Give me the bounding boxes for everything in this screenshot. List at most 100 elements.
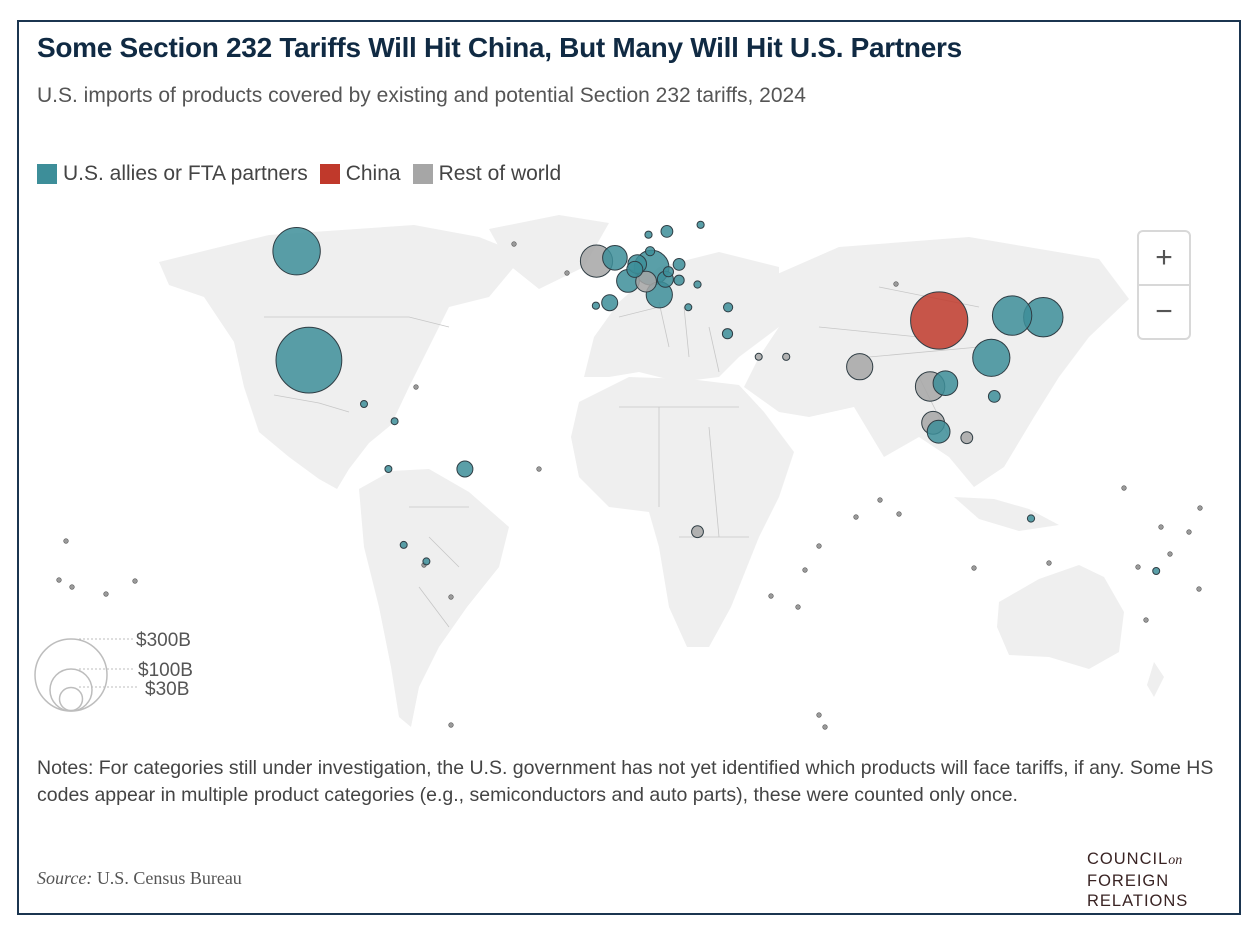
territory-dot — [893, 281, 899, 287]
territory-dot — [1167, 551, 1173, 557]
bubble-china[interactable]: China — [910, 291, 969, 350]
bubble-indonesia[interactable]: Indonesia — [960, 431, 974, 445]
bubble-spain[interactable]: Spain — [601, 294, 619, 312]
bubble-india[interactable]: India — [846, 353, 874, 381]
bubble-argentina[interactable]: Argentina — [422, 557, 431, 566]
land-africa — [571, 377, 794, 647]
bubble-portugal[interactable]: Portugal — [591, 301, 601, 310]
land-greenland — [489, 215, 609, 289]
bubble-brazil[interactable]: Brazil — [456, 460, 474, 478]
size-legend-circle-300 — [34, 638, 108, 712]
border-africa-lines — [619, 406, 749, 538]
zoom-out-button[interactable]: − — [1155, 295, 1173, 328]
bubble-australia[interactable]: Australia — [1026, 514, 1036, 523]
bubble-sweden[interactable]: Sweden — [660, 225, 674, 238]
logo-line-relations: RELATIONS — [1087, 892, 1189, 910]
territory-dot — [103, 591, 109, 597]
bubble-switzerland[interactable]: Switzerland — [635, 270, 657, 293]
bubble-czechia[interactable]: Czechia — [662, 266, 675, 278]
legend-swatch-allies — [37, 164, 57, 184]
border-south-america-lines — [409, 506, 469, 628]
size-legend-circle-30 — [58, 686, 84, 712]
chart-frame: Some Section 232 Tariffs Will Hit China,… — [17, 20, 1241, 915]
bubble-finland[interactable]: Finland — [696, 220, 705, 229]
territory-dot — [1143, 617, 1149, 623]
territory-dot — [1196, 586, 1202, 592]
bubble-vietnam[interactable]: Vietnam — [932, 370, 959, 396]
import-bubbles: MexicoChinaCanadaJapanSouth KoreaTaiwanG… — [272, 220, 1161, 575]
bubble-south-korea[interactable]: South Korea — [991, 295, 1033, 336]
bubble-romania[interactable]: Romania — [693, 280, 702, 289]
bubble-belgium[interactable]: Belgium — [626, 260, 644, 278]
territory-dot — [877, 497, 883, 503]
legend-item-allies[interactable]: U.S. allies or FTA partners — [37, 162, 308, 186]
size-legend-circle-100 — [49, 668, 93, 712]
bubble-israel[interactable]: Israel — [721, 328, 734, 340]
size-legend-label-100: $100B — [138, 660, 193, 681]
territory-dot — [132, 578, 138, 584]
page-subtitle: U.S. imports of products covered by exis… — [37, 84, 806, 107]
territory-dot — [822, 724, 828, 730]
world-map[interactable]: MexicoChinaCanadaJapanSouth KoreaTaiwanG… — [19, 207, 1239, 737]
territory-dot — [536, 466, 542, 472]
territory-dot — [816, 712, 822, 718]
logo-line-council: COUNCIL — [1087, 850, 1169, 868]
bubble-denmark[interactable]: Denmark — [645, 246, 656, 257]
color-legend: U.S. allies or FTA partners China Rest o… — [37, 162, 573, 186]
bubble-poland[interactable]: Poland — [672, 258, 686, 271]
territory-dot — [971, 565, 977, 571]
bubble-colombia[interactable]: Colombia — [390, 417, 399, 426]
bubble-south-africa[interactable]: South Africa — [691, 525, 704, 539]
legend-item-rest[interactable]: Rest of world — [412, 162, 562, 186]
bubble-costa-rica[interactable]: Costa Rica — [360, 400, 368, 408]
bubble-chile[interactable]: Chile — [399, 540, 408, 549]
source-text: U.S. Census Bureau — [96, 868, 242, 888]
bubble-turkey[interactable]: Turkey — [723, 302, 734, 313]
territory-dot — [1135, 564, 1141, 570]
bubble-canada[interactable]: Canada — [272, 227, 321, 276]
territory-dot — [1121, 485, 1127, 491]
bubble-united-kingdom[interactable]: United Kingdom — [602, 245, 628, 271]
legend-label-rest: Rest of world — [438, 162, 562, 185]
bubble-hungary[interactable]: Hungary — [673, 274, 685, 286]
legend-item-china[interactable]: China — [319, 162, 401, 186]
territory-dot — [1046, 560, 1052, 566]
legend-label-china: China — [345, 162, 401, 185]
land-australia — [997, 565, 1124, 669]
size-legend-label-30: $30B — [145, 679, 189, 700]
legend-swatch-china — [319, 164, 340, 184]
bubble-mexico[interactable]: Mexico — [275, 326, 343, 394]
small-territory-dots — [56, 241, 1203, 730]
land-new-zealand — [1147, 662, 1164, 697]
cfr-logo[interactable]: COUNCILon FOREIGN RELATIONS — [1087, 849, 1188, 911]
border-us-canada — [264, 316, 450, 328]
territory-dot — [56, 577, 62, 583]
bubble-peru[interactable]: Peru — [384, 465, 393, 473]
land-southeast-asia-islands — [954, 497, 1059, 531]
bubble-singapore[interactable]: Singapore — [926, 419, 951, 444]
territory-dot — [511, 241, 517, 247]
territory-dot — [1197, 505, 1203, 511]
bubble-taiwan[interactable]: Taiwan — [972, 338, 1011, 377]
bubble-new-zealand[interactable]: New Zealand — [1152, 567, 1161, 575]
zoom-in-button[interactable]: + — [1139, 232, 1189, 286]
source-line: Source: U.S. Census Bureau — [37, 868, 242, 889]
territory-dot — [816, 543, 822, 549]
bubble-united-arab-emirates[interactable]: United Arab Emirates — [782, 352, 791, 361]
territory-dot — [795, 604, 801, 610]
territory-dot — [853, 514, 859, 520]
land-asia — [744, 237, 1129, 487]
bubble-norway[interactable]: Norway — [644, 230, 653, 239]
territory-dot — [448, 722, 454, 728]
legend-swatch-rest — [412, 164, 433, 184]
land-south-america — [359, 469, 509, 727]
logo-line-foreign: FOREIGN — [1087, 872, 1170, 890]
territory-dot — [802, 567, 808, 573]
bubble-philippines[interactable]: Philippines — [987, 390, 1001, 403]
territory-dot — [413, 384, 419, 390]
page-title: Some Section 232 Tariffs Will Hit China,… — [37, 32, 962, 63]
country-borders — [264, 286, 980, 628]
land-europe — [584, 252, 779, 382]
bubble-greece[interactable]: Greece — [684, 303, 693, 312]
bubble-saudi-arabia[interactable]: Saudi Arabia — [754, 352, 763, 361]
